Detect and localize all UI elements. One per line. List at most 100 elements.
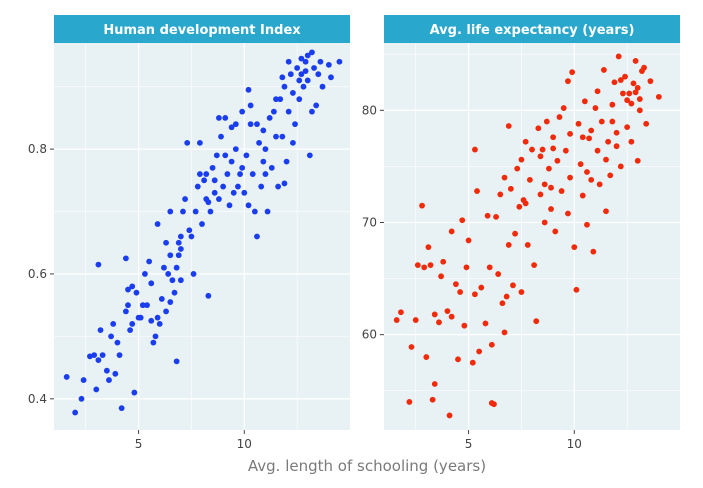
scatter-point-life-expectancy [634,84,641,91]
scatter-point-hdi [125,286,131,293]
scatter-point-life-expectancy [611,79,618,86]
y-tick-label: 70 [362,215,377,229]
scatter-point-hdi [72,409,79,416]
scatter-point-life-expectancy [579,192,586,199]
scatter-point-hdi [224,171,231,177]
scatter-point-life-expectancy [565,78,571,85]
scatter-point-life-expectancy [569,69,576,76]
scatter-point-life-expectancy [552,228,559,235]
scatter-point-life-expectancy [603,208,609,215]
scatter-point-life-expectancy [550,145,557,152]
scatter-point-life-expectancy [448,228,455,235]
scatter-point-life-expectancy [533,318,540,325]
scatter-point-hdi [133,289,140,296]
scatter-point-hdi [171,289,178,296]
scatter-point-hdi [298,55,305,62]
scatter-point-life-expectancy [497,191,504,198]
scatter-point-hdi [279,74,286,81]
scatter-point-hdi [196,139,203,146]
scatter-point-hdi [306,152,313,159]
scatter-point-life-expectancy [571,244,578,251]
scatter-point-hdi [106,377,112,383]
scatter-point-hdi [239,164,246,171]
scatter-point-life-expectancy [516,203,523,210]
scatter-point-hdi [177,233,184,240]
scatter-point-hdi [247,121,254,128]
scatter-point-hdi [196,171,203,177]
scatter-point-hdi [154,314,161,321]
grid-life-expectancy [384,43,680,430]
scatter-point-hdi [194,183,201,190]
scatter-point-life-expectancy [431,311,438,318]
scatter-point-hdi [190,271,197,277]
scatter-point-hdi [131,389,138,396]
scatter-point-life-expectancy [541,181,548,188]
scatter-point-life-expectancy [596,181,603,188]
scatter-point-hdi [139,302,146,309]
scatter-point-hdi [285,108,292,115]
scatter-point-hdi [216,115,222,121]
scatter-point-hdi [95,357,102,363]
scatter-point-hdi [184,139,191,146]
x-tick-label: 5 [465,437,473,451]
scatter-point-life-expectancy [510,282,516,289]
scatter-point-hdi [328,74,334,81]
scatter-point-life-expectancy [567,174,573,181]
scatter-point-hdi [239,108,246,115]
scatter-point-hdi [247,102,254,109]
scatter-point-life-expectancy [584,169,590,175]
scatter-point-hdi [188,233,195,240]
scatter-point-life-expectancy [613,143,620,150]
y-tick-label: 60 [362,328,377,342]
scatter-point-life-expectancy [575,120,582,127]
scatter-point-hdi [129,320,136,327]
scatter-point-life-expectancy [472,291,478,298]
x-tick-label: 10 [237,437,252,451]
scatter-point-life-expectancy [588,176,595,183]
scatter-point-life-expectancy [605,138,612,145]
scatter-point-hdi [205,199,212,206]
scatter-point-hdi [118,405,125,412]
scatter-point-hdi [148,280,155,287]
scatter-point-life-expectancy [524,242,531,248]
scatter-point-hdi [273,133,279,140]
scatter-point-hdi [93,386,100,393]
scatter-point-hdi [205,292,212,299]
scatter-point-hdi [277,96,284,103]
scatter-point-life-expectancy [505,242,512,248]
scatter-point-hdi [175,252,182,259]
scatter-point-life-expectancy [495,271,502,277]
scatter-point-hdi [249,171,256,177]
scatter-point-hdi [167,252,174,259]
plot-bg-hdi [54,43,350,430]
scatter-point-hdi [300,83,307,90]
scatter-point-life-expectancy [531,262,538,269]
scatter-point-life-expectancy [436,319,442,326]
scatter-point-life-expectancy [603,156,609,163]
scatter-point-hdi [222,152,229,159]
scatter-point-life-expectancy [554,157,561,164]
scatter-point-life-expectancy [537,153,544,160]
scatter-point-hdi [241,189,248,196]
scatter-point-hdi [122,255,129,262]
scatter-point-life-expectancy [586,135,592,142]
scatter-point-hdi [78,395,85,402]
y-tick-label: 80 [362,103,377,117]
scatter-point-life-expectancy [630,80,637,87]
scatter-point-hdi [268,164,275,171]
ticks-life-expectancy: 5 10 60 70 80 [362,103,582,451]
scatter-point-life-expectancy [548,184,554,191]
scatter-point-life-expectancy [592,105,599,111]
scatter-point-life-expectancy [594,147,601,154]
scatter-point-life-expectancy [526,176,533,183]
scatter-point-hdi [232,146,239,153]
scatter-point-hdi [262,146,269,153]
scatter-point-hdi [116,352,123,358]
scatter-point-hdi [260,158,267,165]
scatter-point-hdi [254,121,260,128]
scatter-point-life-expectancy [584,221,590,228]
scatter-point-life-expectancy [641,64,647,71]
scatter-point-life-expectancy [438,273,444,280]
scatter-point-life-expectancy [615,53,622,60]
scatter-point-hdi [207,208,214,215]
